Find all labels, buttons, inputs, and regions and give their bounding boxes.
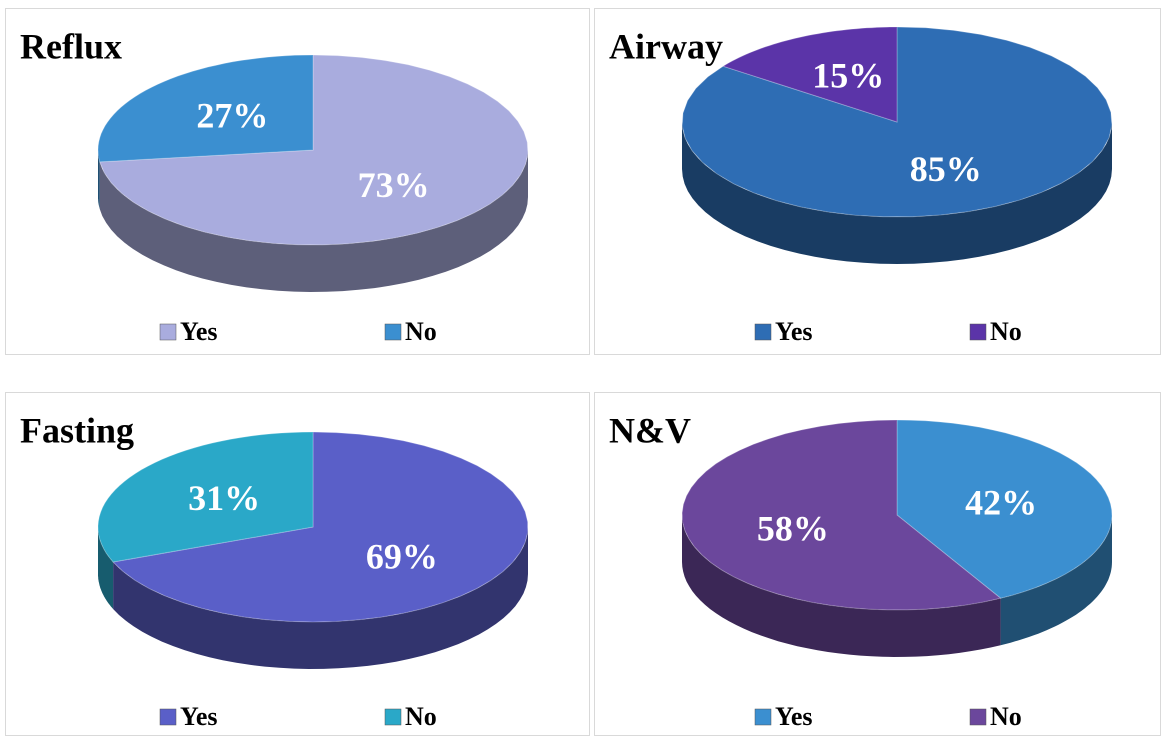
- legend-swatch: [159, 708, 177, 726]
- pie-side: [1000, 515, 1112, 646]
- value-label: 31%: [188, 478, 260, 518]
- legend-swatch: [969, 323, 987, 341]
- chart-title: Reflux: [20, 26, 122, 66]
- pie-side: [682, 122, 1112, 264]
- value-label: 15%: [812, 56, 884, 96]
- legend-label: Yes: [775, 317, 813, 346]
- pie-slice: [97, 54, 314, 163]
- pie-slice: [721, 26, 898, 123]
- legend-swatch: [159, 323, 177, 341]
- pie-slice: [896, 419, 1113, 599]
- pie-side: [98, 150, 100, 209]
- legend-swatch: [969, 708, 987, 726]
- legend-label: No: [990, 702, 1022, 731]
- legend-label: Yes: [180, 702, 218, 731]
- legend-label: No: [405, 317, 437, 346]
- legend-swatch: [384, 708, 402, 726]
- legend-label: Yes: [180, 317, 218, 346]
- pie-slice: [681, 26, 1113, 218]
- value-label: 69%: [366, 537, 438, 577]
- chart-title: N&V: [609, 410, 691, 450]
- value-label: 27%: [196, 96, 268, 136]
- pie-side: [98, 527, 114, 609]
- value-label: 58%: [757, 508, 829, 548]
- legend-swatch: [384, 323, 402, 341]
- value-label: 85%: [910, 149, 982, 189]
- legend-label: Yes: [775, 702, 813, 731]
- legend-swatch: [754, 708, 772, 726]
- value-label: 73%: [358, 165, 430, 205]
- pie-side: [682, 515, 1001, 657]
- pie-slice: [112, 431, 529, 623]
- chart-title: Fasting: [20, 410, 134, 450]
- legend-label: No: [405, 702, 437, 731]
- pie-side: [113, 527, 528, 669]
- pie-slice: [681, 419, 1002, 611]
- legend-swatch: [754, 323, 772, 341]
- pie-slice: [98, 54, 529, 246]
- chart-title: Airway: [609, 26, 723, 66]
- value-label: 42%: [965, 482, 1037, 522]
- pie-side: [99, 150, 528, 292]
- legend-label: No: [990, 317, 1022, 346]
- pie-slice: [97, 431, 314, 563]
